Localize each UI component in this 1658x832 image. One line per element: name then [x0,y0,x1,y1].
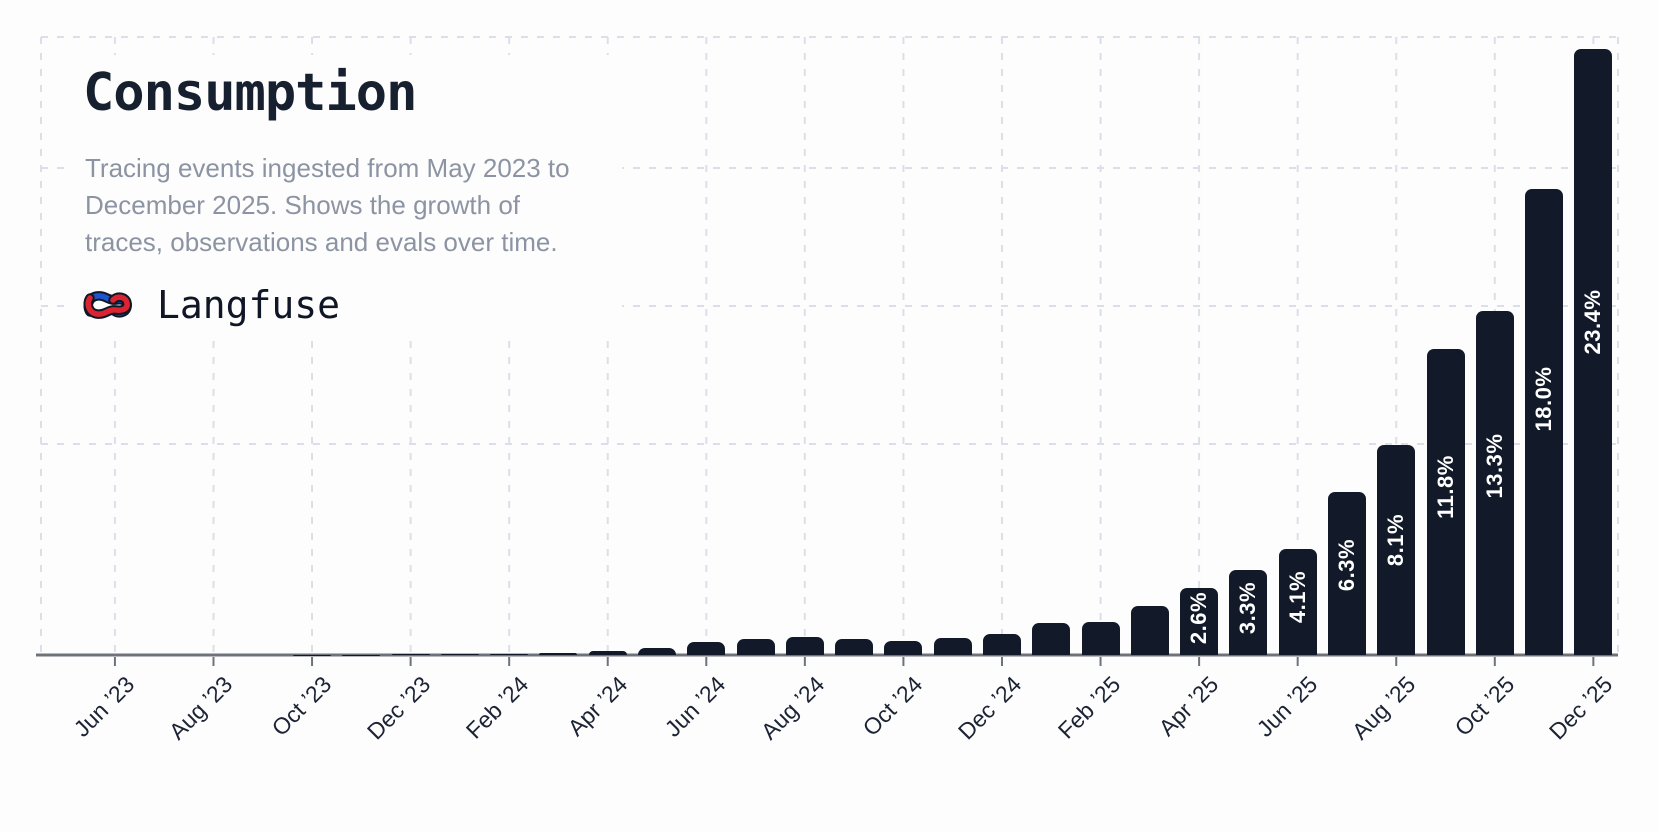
x-tick-label: Jun ’25 [1251,671,1323,742]
x-tick-label: Feb ’24 [460,671,534,744]
brand-name: Langfuse [157,283,341,327]
x-tick-label: Dec ’25 [1544,671,1618,745]
x-tick-label: Oct ’24 [857,671,928,741]
subtitle-line: Tracing events ingested from May 2023 to [85,153,570,183]
x-tick-label: Oct ’25 [1449,671,1520,741]
x-tick-label: Jun ’23 [68,671,140,742]
x-tick-label: Feb ’25 [1052,671,1125,744]
subtitle-line: December 2025. Shows the growth of [85,190,521,220]
x-tick-label: Dec ’24 [952,671,1027,745]
x-tick-label: Apr ’24 [562,671,633,741]
x-tick-label: Jun ’24 [659,671,731,742]
chart-subtitle: Tracing events ingested from May 2023 to… [85,150,570,261]
x-tick-label: Aug ’25 [1347,671,1421,745]
subtitle-line: traces, observations and evals over time… [85,227,558,257]
x-tick-label: Oct ’23 [266,671,337,741]
langfuse-logo-icon [83,291,132,319]
x-tick-label: Dec ’23 [361,671,435,745]
brand-row: Langfuse [83,283,340,327]
page-title: Consumption [83,63,417,123]
chart-header: Consumption Tracing events ingested from… [70,55,622,337]
x-tick-label: Apr ’25 [1153,671,1224,741]
x-tick-label: Aug ’24 [755,671,830,745]
x-tick-label: Aug ’23 [164,671,238,745]
